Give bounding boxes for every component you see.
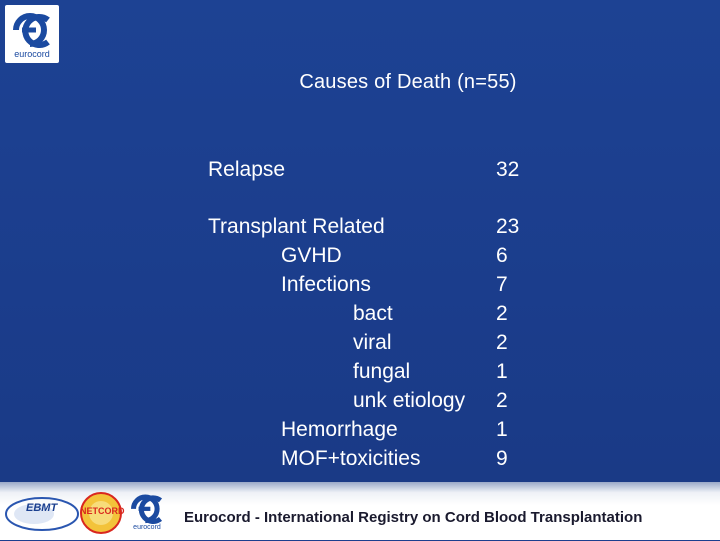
- row-label-fungal: fungal: [353, 360, 411, 383]
- netcord-label: NETCORD: [80, 506, 125, 516]
- row-label-viral: viral: [353, 331, 392, 354]
- row-label-gvhd: GVHD: [281, 244, 342, 267]
- eurocord-small-logo: eurocord: [130, 492, 164, 534]
- row-label-mof-toxicities: MOF+toxicities: [281, 447, 421, 470]
- row-value-relapse: 32: [496, 158, 520, 181]
- small-logo-word: eurocord: [133, 524, 161, 531]
- row-value-bact: 2: [496, 302, 508, 325]
- netcord-logo: NETCORD: [78, 490, 125, 536]
- row-label-hemorrhage: Hemorrhage: [281, 418, 398, 441]
- ebmt-label: EBMT: [26, 502, 58, 514]
- slide-title: Causes of Death (n=55): [299, 71, 517, 93]
- eurocord-logo: eurocord: [5, 5, 59, 63]
- footer-title: Eurocord - International Registry on Cor…: [184, 509, 643, 526]
- logo-word: eurocord: [14, 49, 50, 59]
- row-value-viral: 2: [496, 331, 508, 354]
- ebmt-swoosh-icon: [5, 497, 79, 531]
- row-value-gvhd: 6: [496, 244, 508, 267]
- row-value-fungal: 1: [496, 360, 508, 383]
- eurocord-small-logo-icon: [131, 494, 163, 524]
- footer-logos: EBMT NETCORD eurocord: [4, 490, 174, 538]
- row-label-transplant-related: Transplant Related: [208, 215, 385, 238]
- row-value-mof-toxicities: 9: [496, 447, 508, 470]
- slide-background: [0, 0, 720, 482]
- row-label-relapse: Relapse: [208, 158, 286, 181]
- row-value-unk-etiology: 2: [496, 389, 508, 412]
- row-value-infections: 7: [496, 273, 508, 296]
- row-value-hemorrhage: 1: [496, 418, 508, 441]
- eurocord-logo-icon: [13, 13, 50, 48]
- row-label-unk-etiology: unk etiology: [353, 389, 466, 412]
- row-label-bact: bact: [353, 302, 393, 325]
- ebmt-logo: EBMT: [4, 494, 80, 534]
- footer-bar: EBMT NETCORD eurocord Eurocord - Interna…: [0, 482, 720, 540]
- row-value-transplant-related: 23: [496, 215, 520, 238]
- row-label-infections: Infections: [281, 273, 371, 296]
- netcord-globe-icon: [80, 492, 122, 534]
